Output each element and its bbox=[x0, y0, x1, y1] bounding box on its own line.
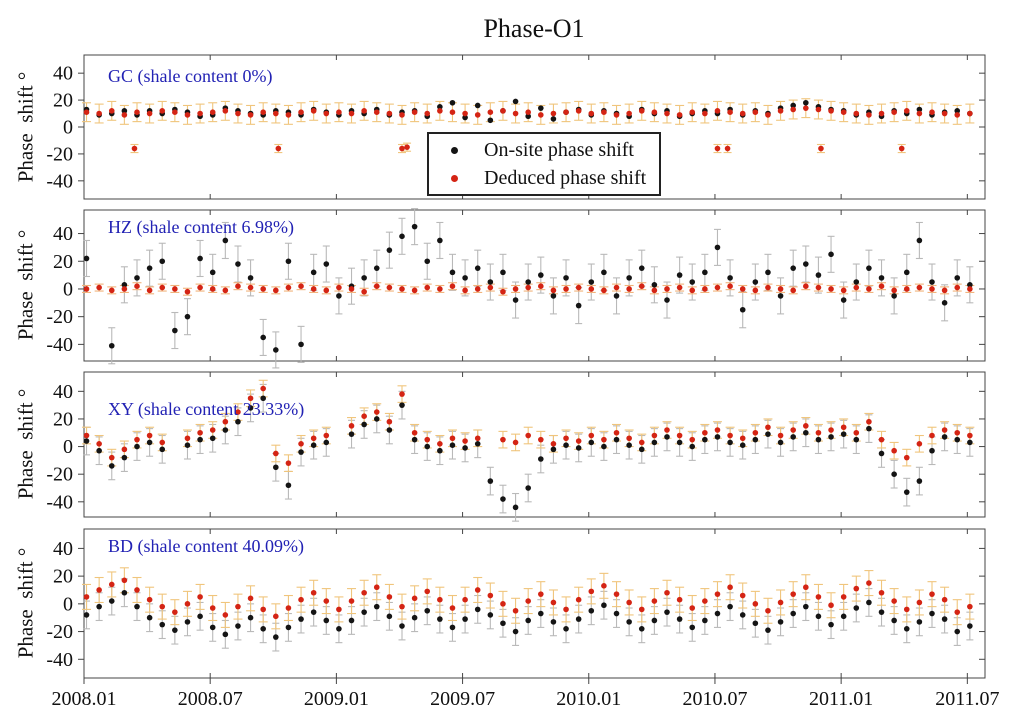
panel-GC: 40 20 0 -20 -40 bbox=[46, 54, 986, 200]
y-tick-label: -40 bbox=[46, 170, 73, 192]
markers-deduced bbox=[83, 105, 973, 152]
y-tick-label: 0 bbox=[63, 117, 73, 139]
chart-title: Phase-O1 bbox=[483, 14, 585, 43]
x-tick-label: 2011.01 bbox=[809, 688, 873, 710]
legend-label-deduced: Deduced phase shift bbox=[484, 166, 647, 189]
panel-label-bd: BD (shale content 40.09%) bbox=[108, 536, 304, 556]
y-tick-label: 20 bbox=[53, 408, 73, 430]
y-tick-label: 0 bbox=[63, 593, 73, 615]
panel-label-hz: HZ (shale content 6.98%) bbox=[108, 217, 294, 237]
y-tick-label: -40 bbox=[46, 491, 73, 513]
markers-onsite bbox=[83, 589, 973, 640]
y-tick-label: 40 bbox=[53, 223, 73, 245]
y-tick-label: 20 bbox=[53, 566, 73, 588]
x-tick-label: 2009.01 bbox=[304, 688, 369, 710]
y-tick-label: 20 bbox=[53, 90, 73, 112]
y-tick-label: -20 bbox=[46, 621, 73, 643]
y-axis-label-hz: Phase shift ° bbox=[13, 229, 38, 341]
panel-BD: 2008.01 2008.07 2009.01 2009.07 2010.01 2010.… bbox=[46, 528, 999, 710]
y-tick-label: 20 bbox=[53, 251, 73, 273]
deduced-marker-icon bbox=[451, 174, 458, 182]
x-tick-label: 2010.07 bbox=[682, 688, 747, 710]
x-tick-label: 2010.01 bbox=[556, 688, 621, 710]
markers-deduced bbox=[83, 385, 973, 466]
y-axis-label-bd: Phase shift ° bbox=[13, 547, 38, 659]
panel-label-gc: GC (shale content 0%) bbox=[108, 66, 273, 86]
legend-label-onsite: On-site phase shift bbox=[484, 138, 634, 161]
y-tick-label: 0 bbox=[63, 436, 73, 458]
markers-onsite bbox=[83, 395, 973, 511]
x-tick-label: 2008.07 bbox=[178, 688, 243, 710]
markers-deduced bbox=[83, 283, 973, 295]
x-tick-label: 2009.07 bbox=[430, 688, 495, 710]
panel-HZ: 40 20 0 -20 -40 bbox=[46, 208, 986, 369]
y-axis-label-xy: Phase shift ° bbox=[13, 388, 38, 500]
markers-onsite bbox=[83, 223, 973, 353]
markers-deduced bbox=[83, 577, 973, 620]
legend-item-deduced: Deduced phase shift bbox=[429, 165, 659, 191]
y-tick-label: -40 bbox=[46, 649, 73, 671]
y-tick-label: -20 bbox=[46, 306, 73, 328]
legend: On-site phase shift Deduced phase shift bbox=[427, 132, 661, 196]
onsite-marker-icon bbox=[451, 146, 458, 154]
y-tick-label: 40 bbox=[53, 538, 73, 560]
legend-item-onsite: On-site phase shift bbox=[429, 137, 659, 163]
y-tick-label: 40 bbox=[53, 63, 73, 85]
y-tick-label: -40 bbox=[46, 334, 73, 356]
panel-label-xy: XY (shale content 23.33%) bbox=[108, 399, 305, 419]
y-tick-label: 0 bbox=[63, 278, 73, 300]
errorbars-deduced bbox=[82, 379, 975, 472]
y-tick-label: 40 bbox=[53, 381, 73, 403]
y-tick-label: -20 bbox=[46, 143, 73, 165]
x-tick-label: 2008.01 bbox=[52, 688, 117, 710]
y-tick-label: -20 bbox=[46, 464, 73, 486]
panel-XY: 40 20 0 -20 -40 bbox=[46, 371, 986, 522]
y-axis-label-gc: Phase shift ° bbox=[13, 71, 38, 183]
x-tick-label: 2011.07 bbox=[935, 688, 999, 710]
